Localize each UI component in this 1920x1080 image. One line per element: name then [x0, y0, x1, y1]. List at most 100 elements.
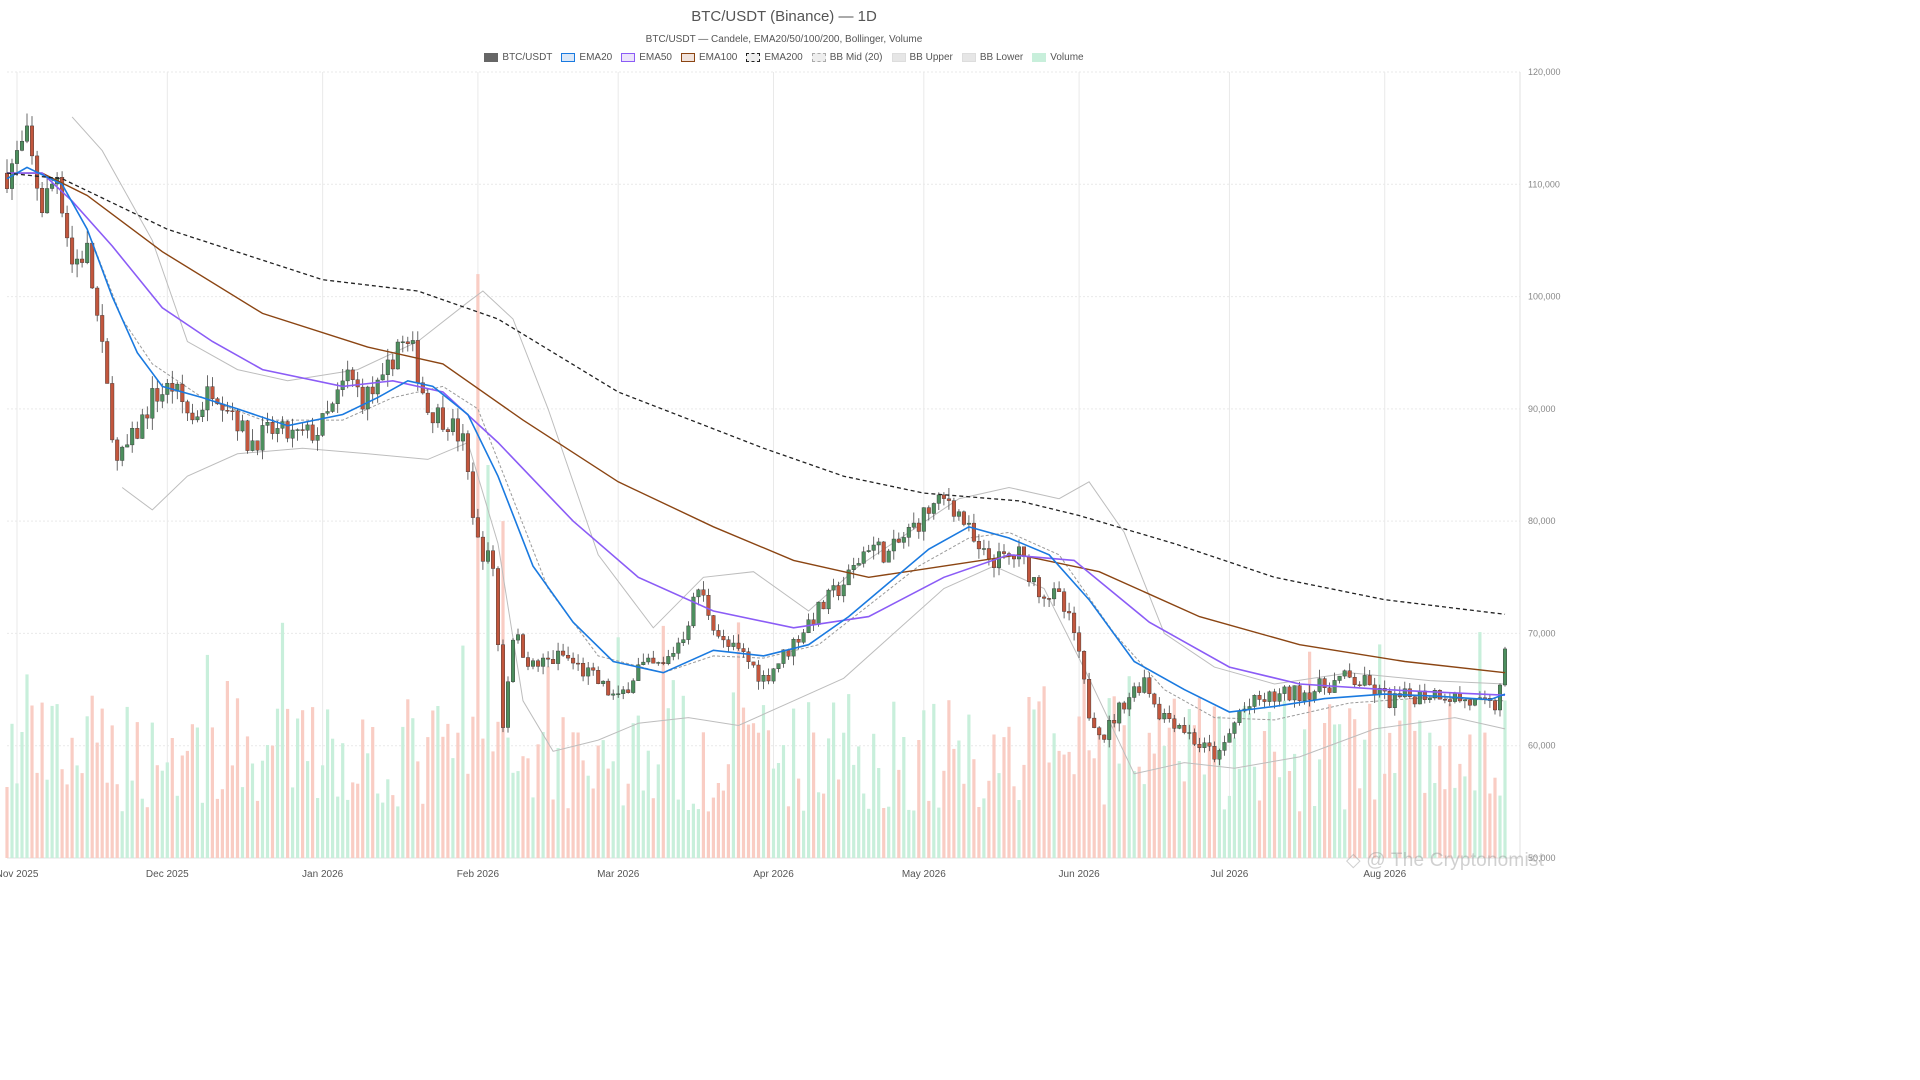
candle-body: [881, 541, 886, 563]
candle-body: [1417, 690, 1422, 705]
volume-bar: [761, 705, 766, 858]
volume-bar: [1172, 698, 1176, 858]
volume-bar: [711, 797, 715, 858]
volume-bar: [1343, 809, 1347, 858]
volume-bar: [100, 708, 104, 858]
candle-body: [571, 657, 576, 664]
candle-body: [1107, 720, 1112, 740]
candle-body: [95, 287, 100, 316]
legend-item[interactable]: BB Upper: [891, 52, 953, 63]
volume-bar: [1287, 771, 1292, 858]
volume-bar: [1323, 723, 1327, 858]
volume-bar: [180, 755, 184, 858]
volume-bar: [526, 758, 530, 858]
volume-bar: [1002, 737, 1006, 858]
legend-item[interactable]: EMA50: [621, 52, 672, 63]
legend-item[interactable]: BTC/USDT: [484, 52, 552, 63]
candle-body: [1497, 684, 1502, 711]
volume-bar: [1378, 644, 1382, 858]
y-tick-label: 50,000: [1528, 853, 1556, 863]
volume-bar: [797, 778, 801, 858]
candle-body: [496, 568, 501, 645]
legend-item[interactable]: BB Lower: [961, 52, 1023, 63]
x-tick-label: May 2026: [902, 869, 946, 880]
legend-item[interactable]: EMA100: [681, 52, 737, 63]
bb-upper-line: [71, 116, 1506, 685]
volume-bar: [205, 654, 209, 858]
legend-item[interactable]: EMA20: [561, 52, 612, 63]
volume-bar: [165, 762, 169, 858]
candle-body: [981, 548, 986, 550]
ema-lines: [6, 166, 1506, 713]
volume-bar: [466, 773, 470, 858]
volume-bar: [1042, 686, 1046, 858]
candle-body: [50, 183, 55, 189]
candle-body: [25, 125, 30, 142]
candle-body: [906, 527, 911, 538]
candle-body: [310, 424, 315, 441]
candle-body: [155, 388, 160, 402]
volume-bar: [1087, 750, 1091, 858]
volume-bar: [1252, 766, 1257, 858]
volume-bar: [1423, 792, 1427, 858]
legend-item[interactable]: BB Mid (20): [811, 52, 883, 63]
candle-body: [1157, 703, 1162, 720]
volume-bar: [1177, 761, 1181, 858]
legend-item[interactable]: Volume: [1032, 52, 1084, 63]
candle-body: [335, 389, 340, 405]
volume-bar: [781, 745, 786, 858]
candle-body: [1342, 670, 1347, 677]
candle-body: [4, 172, 9, 189]
candle-body: [701, 589, 706, 596]
candle-body: [305, 424, 310, 431]
candle-body: [265, 422, 270, 426]
candle-body: [971, 522, 976, 542]
volume-bar: [937, 807, 941, 858]
volume-bar: [1448, 703, 1452, 858]
candle-body: [1327, 687, 1332, 693]
candle-body: [1437, 690, 1442, 700]
volume-bar: [1318, 759, 1322, 858]
candle-body: [531, 660, 536, 667]
x-tick-label: Dec 2025: [146, 869, 189, 880]
volume-bar: [391, 795, 395, 858]
volume-bar: [1097, 730, 1101, 858]
candle-body: [400, 341, 405, 343]
y-tick-label: 90,000: [1528, 404, 1556, 414]
candle-body: [295, 429, 300, 431]
candle-body: [611, 693, 616, 696]
volume-bar: [105, 782, 109, 858]
volume-bar: [947, 700, 951, 858]
candle-body: [821, 601, 826, 610]
candle-body: [731, 642, 736, 647]
volume-bar: [636, 715, 640, 858]
volume-bar: [1017, 800, 1021, 858]
candle-body: [200, 409, 205, 418]
candle-body: [70, 237, 75, 265]
candle-body: [781, 649, 786, 664]
candle-body: [561, 650, 566, 656]
volume-bar: [70, 737, 74, 858]
candle-body: [275, 428, 280, 434]
candle-body: [260, 425, 265, 451]
volume-bar: [1413, 730, 1417, 858]
candle-body: [891, 538, 896, 552]
volume-bar: [1222, 809, 1226, 858]
candle-body: [415, 340, 420, 383]
ema50-line: [7, 172, 1506, 696]
legend-item[interactable]: EMA200: [746, 52, 803, 63]
x-tick-label: Mar 2026: [597, 869, 640, 880]
volume-bar: [977, 807, 981, 858]
volume-bar: [812, 732, 816, 858]
volume-bar: [185, 750, 189, 858]
volume-bar: [170, 738, 174, 858]
candle-body: [1412, 696, 1417, 705]
volume-bar: [1237, 768, 1241, 858]
volume-bar: [902, 737, 906, 858]
candle-body: [30, 125, 35, 157]
volume-bar: [135, 722, 139, 858]
candle-body: [320, 413, 325, 436]
chart-legend: BTC/USDT EMA20 EMA50 EMA100 EMA200 BB Mid (20…: [0, 52, 1568, 63]
volume-bar: [1458, 763, 1462, 858]
volume-bar: [1212, 706, 1216, 858]
